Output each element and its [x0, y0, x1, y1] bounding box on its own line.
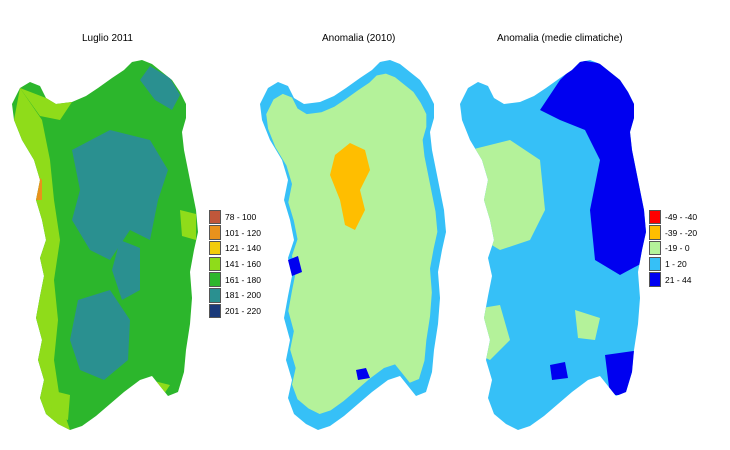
legend-swatch [209, 256, 221, 272]
legend-swatch [209, 272, 221, 287]
legend-item: 21 - 44 [649, 272, 697, 288]
map-title-anomalia-medie: Anomalia (medie climatiche) [497, 33, 623, 44]
legend-item: 101 - 120 [209, 225, 261, 241]
legend-label: 78 - 100 [225, 211, 257, 222]
map-title-anomalia-2010: Anomalia (2010) [322, 33, 396, 44]
legend-swatch [649, 225, 661, 240]
legend-item: -39 - -20 [649, 225, 697, 241]
legend-label: 1 - 20 [665, 258, 687, 269]
legend-label: 101 - 120 [225, 227, 261, 238]
legend-swatch [209, 225, 221, 240]
legend-item: -49 - -40 [649, 209, 697, 225]
legend-swatch [649, 256, 661, 272]
legend-luglio-2011: 78 - 100 101 - 120 121 - 140 141 - 160 1… [209, 209, 261, 319]
legend-swatch [209, 240, 221, 256]
legend-item: 141 - 160 [209, 256, 261, 272]
legend-item: 181 - 200 [209, 287, 261, 303]
legend-anomalia: -49 - -40 -39 - -20 -19 - 0 1 - 20 21 - … [649, 209, 697, 287]
map-anomalia-medie [460, 60, 646, 430]
legend-swatch [649, 240, 661, 256]
legend-swatch [209, 209, 221, 225]
legend-label: -19 - 0 [665, 243, 690, 254]
legend-item: 78 - 100 [209, 209, 261, 225]
legend-label: 21 - 44 [665, 274, 692, 285]
legend-label: 181 - 200 [225, 290, 261, 301]
legend-item: 1 - 20 [649, 256, 697, 272]
legend-swatch [209, 288, 221, 303]
legend-label: 201 - 220 [225, 305, 261, 316]
map-luglio-2011 [12, 60, 198, 430]
legend-item: -19 - 0 [649, 240, 697, 256]
legend-swatch [649, 209, 661, 225]
legend-item: 201 - 220 [209, 303, 261, 319]
legend-label: 141 - 160 [225, 258, 261, 269]
legend-swatch [649, 272, 661, 287]
legend-swatch [209, 303, 221, 319]
legend-item: 161 - 180 [209, 272, 261, 288]
legend-label: 161 - 180 [225, 274, 261, 285]
legend-label: -49 - -40 [665, 211, 698, 222]
map-anomalia-2010 [260, 60, 446, 430]
legend-label: -39 - -20 [665, 227, 698, 238]
map-title-luglio-2011: Luglio 2011 [82, 33, 133, 44]
legend-item: 121 - 140 [209, 240, 261, 256]
legend-label: 121 - 140 [225, 243, 261, 254]
